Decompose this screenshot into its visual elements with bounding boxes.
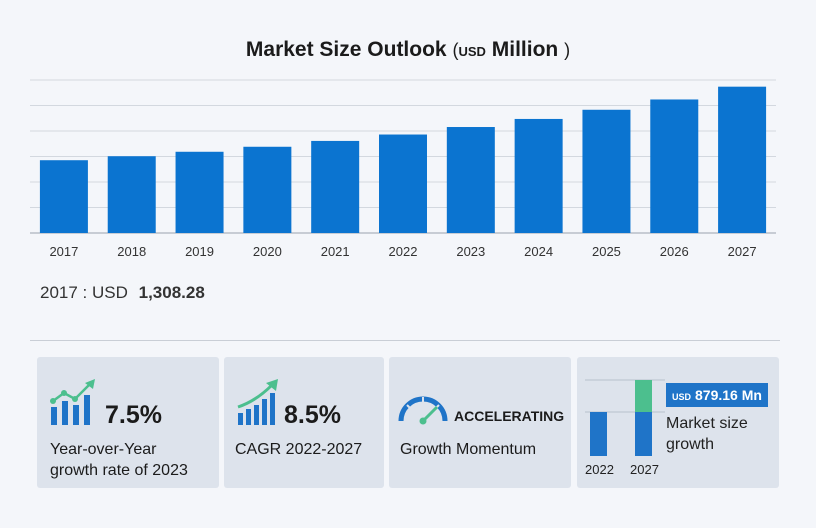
mini-bar-2027-base [635, 412, 652, 456]
base-year-value: 1,308.28 [138, 283, 205, 302]
bar-2023 [446, 127, 495, 233]
bar-2025 [582, 109, 631, 233]
x-tick-label-2026: 2026 [660, 244, 689, 259]
chart-title: Market Size Outlook (USD Million ) [0, 38, 816, 62]
x-tick-label-2025: 2025 [592, 244, 621, 259]
section-divider [30, 340, 780, 341]
cagr-value: 8.5% [284, 401, 341, 429]
growth-label-line1: Market size [666, 415, 748, 432]
bar-2021 [311, 140, 360, 233]
x-tick-label-2017: 2017 [49, 244, 78, 259]
title-scale: Million [491, 38, 559, 61]
yoy-label-line1: Year-over-Year [50, 441, 157, 458]
x-tick-label-2020: 2020 [253, 244, 282, 259]
growth-badge: USD 879.16 Mn [666, 383, 768, 407]
title-close-paren: ) [564, 40, 571, 60]
mini-year-start: 2022 [585, 462, 614, 477]
momentum-label: Growth Momentum [400, 441, 537, 458]
gauge-icon [398, 396, 448, 425]
bar-2022 [379, 134, 427, 233]
bar-2017 [39, 160, 88, 233]
x-tick-label-2022: 2022 [389, 244, 418, 259]
mini-bar-2022 [590, 412, 607, 456]
yoy-card: 7.5% Year-over-Year growth rate of 2023 [37, 357, 219, 488]
growth-mini-chart [585, 379, 665, 456]
base-year-label: 2017 : USD [40, 283, 128, 302]
bar-2018 [107, 156, 156, 233]
bar-2027 [718, 86, 767, 233]
bar-2020 [243, 146, 292, 233]
x-tick-label-2019: 2019 [185, 244, 214, 259]
mini-bar-2027-increment [635, 380, 652, 412]
cagr-card: 8.5% CAGR 2022-2027 [224, 357, 384, 488]
bar-growth-icon [50, 379, 95, 425]
x-tick-label-2023: 2023 [456, 244, 485, 259]
x-tick-label-2021: 2021 [321, 244, 350, 259]
yoy-value: 7.5% [105, 401, 162, 429]
badge-unit: USD [672, 392, 692, 402]
x-tick-label-2018: 2018 [117, 244, 146, 259]
bar-2019 [175, 151, 224, 233]
yoy-label-line2: growth rate of 2023 [50, 462, 188, 479]
mini-year-end: 2027 [630, 462, 659, 477]
bar-2024 [514, 118, 563, 233]
momentum-status: ACCELERATING [454, 408, 565, 424]
title-unit: USD [458, 44, 486, 59]
bar-2026 [650, 99, 699, 234]
base-year-summary: 2017 : USD 1,308.28 [40, 283, 205, 303]
x-tick-label-2027: 2027 [728, 244, 757, 259]
market-size-bar-chart: 2017 2018 2019 2020 2021 2022 2023 2024 2025 2026… [30, 79, 776, 259]
badge-value: 879.16 Mn [695, 387, 762, 403]
growth-label-line2: growth [666, 436, 715, 453]
title-main: Market Size Outlook [245, 38, 447, 61]
momentum-card: ACCELERATING Growth Momentum [389, 357, 571, 488]
trend-up-icon [237, 379, 278, 425]
x-tick-label-2024: 2024 [524, 244, 553, 259]
cagr-label: CAGR 2022-2027 [235, 441, 363, 458]
title-open-paren: ( [452, 40, 459, 60]
growth-card [577, 357, 779, 488]
